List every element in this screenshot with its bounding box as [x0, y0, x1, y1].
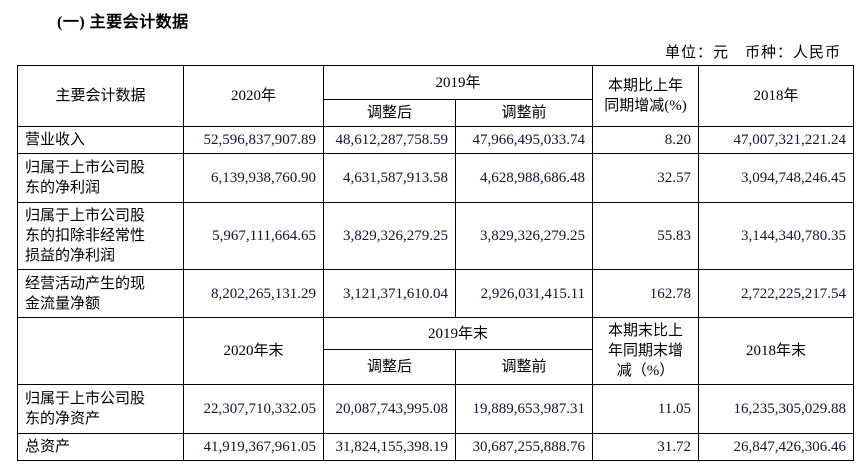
cell-value: 26,847,426,306.46 [698, 433, 855, 461]
table-header-row-1b: 调整后 调整前 [18, 99, 854, 127]
header-main-indicators: 主要会计数据 [17, 65, 184, 127]
cell-value: 19,889,653,987.31 [454, 384, 594, 434]
cell-value: 4,631,587,913.58 [323, 153, 456, 203]
cell-value: 8.20 [592, 126, 700, 154]
header-2019-adjusted: 调整后 [323, 99, 456, 127]
header-2019-end: 2019年末 [322, 316, 594, 351]
row-label: 归属于上市公司股 东的净利润 [17, 153, 184, 203]
cell-value: 3,829,326,279.25 [454, 202, 594, 270]
header-2019-end-adjusted: 调整后 [323, 349, 456, 385]
row-label: 营业收入 [17, 126, 184, 154]
header-2020: 2020年 [183, 65, 324, 127]
cell-value: 52,596,837,907.89 [183, 126, 324, 154]
cell-value: 55.83 [592, 202, 700, 270]
table-row-operating-cash-flow: 经营活动产生的现 金流量净额 8,202,265,131.29 3,121,37… [17, 269, 855, 318]
row-label: 经营活动产生的现 金流量净额 [17, 269, 184, 318]
cell-value: 47,966,495,033.74 [454, 126, 594, 154]
row-label: 归属于上市公司股 东的净资产 [17, 384, 184, 434]
section-title: (一) 主要会计数据 [57, 14, 189, 31]
cell-value: 30,687,255,888.76 [454, 433, 594, 461]
cell-value: 32.57 [592, 153, 700, 203]
header-end-yoy-change: 本期末比上 年同期末增 减（%） [592, 317, 700, 385]
cell-value: 5,967,111,664.65 [183, 202, 324, 270]
row-label: 总资产 [17, 433, 184, 461]
cell-value: 4,628,988,686.48 [454, 153, 594, 203]
row-label: 归属于上市公司股 东的扣除非经常性 损益的净利润 [17, 202, 184, 270]
cell-value: 2,926,031,415.11 [454, 269, 594, 318]
header-2018: 2018年 [698, 65, 855, 127]
table-header-row-2b: 调整后 调整前 [18, 349, 854, 385]
table-row-net-profit-excl-nonrecurring: 归属于上市公司股 东的扣除非经常性 损益的净利润 5,967,111,664.6… [17, 202, 855, 270]
cell-value: 47,007,321,221.24 [698, 126, 855, 154]
cell-value: 48,612,287,758.59 [323, 126, 456, 154]
table-header-row-2: 2020年末 2019年末 本期末比上 年同期末增 减（%） 2018年末 [17, 316, 855, 385]
header-2019: 2019年 [322, 65, 594, 100]
cell-value: 3,121,371,610.04 [323, 269, 456, 318]
cell-value: 20,087,743,995.08 [323, 384, 456, 434]
cell-value: 22,307,710,332.05 [183, 384, 324, 434]
table-row-revenue: 营业收入 52,596,837,907.89 48,612,287,758.59… [17, 126, 855, 154]
table-row-net-assets: 归属于上市公司股 东的净资产 22,307,710,332.05 20,087,… [17, 384, 855, 434]
cell-value: 2,722,225,217.54 [698, 269, 855, 318]
table-header-row-1: 主要会计数据 2020年 2019年 本期比上年 同期增减(%) 2018年 [17, 65, 855, 127]
unit-currency-note: 单位：元 币种：人民币 [664, 45, 841, 61]
header-2018-end: 2018年末 [698, 317, 855, 385]
cell-value: 3,094,748,246.45 [698, 153, 855, 203]
cell-value: 3,829,326,279.25 [323, 202, 456, 270]
header-blank [17, 317, 184, 385]
cell-value: 16,235,305,029.88 [698, 384, 855, 434]
cell-value: 41,919,367,961.05 [183, 433, 324, 461]
report-page: (一) 主要会计数据 单位：元 币种：人民币 主要会计数据 2020年 2019… [0, 8, 859, 475]
cell-value: 8,202,265,131.29 [183, 269, 324, 318]
table-row-net-profit: 归属于上市公司股 东的净利润 6,139,938,760.90 4,631,58… [17, 153, 855, 203]
cell-value: 6,139,938,760.90 [183, 153, 324, 203]
cell-value: 31.72 [592, 433, 700, 461]
header-2019-pre-adjustment: 调整前 [454, 99, 594, 127]
table-row-total-assets: 总资产 41,919,367,961.05 31,824,155,398.19 … [17, 433, 855, 461]
key-accounting-data-table: 主要会计数据 2020年 2019年 本期比上年 同期增减(%) 2018年 调… [17, 65, 855, 461]
header-yoy-change: 本期比上年 同期增减(%) [592, 65, 700, 127]
cell-value: 162.78 [592, 269, 700, 318]
cell-value: 11.05 [592, 384, 700, 434]
header-2020-end: 2020年末 [183, 317, 324, 385]
header-2019-end-pre-adjustment: 调整前 [454, 349, 594, 385]
cell-value: 3,144,340,780.35 [698, 202, 855, 270]
cell-value: 31,824,155,398.19 [323, 433, 456, 461]
